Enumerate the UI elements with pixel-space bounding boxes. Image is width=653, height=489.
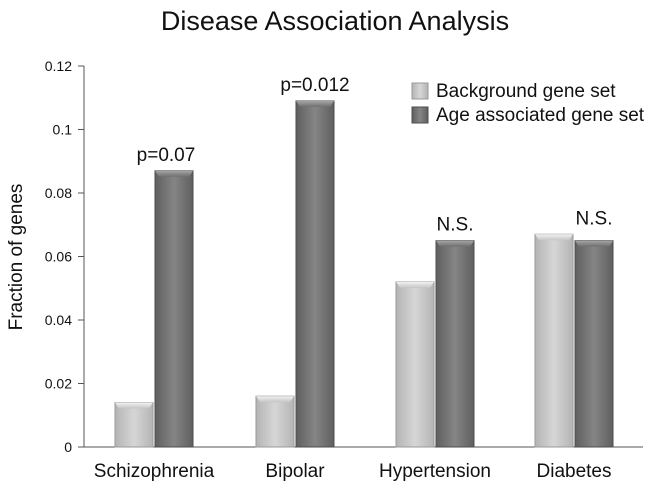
y-tick-label: 0.08 [45, 185, 72, 201]
bar-age-associated-schizophrenia [154, 170, 194, 448]
category-label-bipolar: Bipolar [265, 461, 325, 482]
y-ticks: 0 0.02 0.04 0.06 0.08 0.1 0.12 [45, 58, 84, 455]
legend: Background gene set Age associated gene s… [411, 81, 645, 126]
category-label-hypertension: Hypertension [379, 461, 491, 482]
bars [114, 100, 614, 448]
y-tick-label: 0 [64, 439, 72, 455]
bar-age-associated-diabetes [574, 240, 614, 448]
y-tick-label: 0.12 [45, 58, 72, 74]
category-label-schizophrenia: Schizophrenia [94, 461, 215, 482]
bar-age-associated-hypertension [435, 240, 475, 448]
y-tick-label: 0.1 [53, 122, 73, 138]
bar-background-schizophrenia [114, 402, 154, 448]
bar-background-diabetes [534, 233, 574, 448]
category-labels: Schizophrenia Bipolar Hypertension Diabetes [94, 461, 612, 482]
bar-background-hypertension [395, 281, 435, 448]
legend-swatch [411, 82, 429, 100]
y-tick-label: 0.06 [45, 249, 72, 265]
annotations: p=0.07 p=0.012 N.S. N.S. [137, 75, 613, 236]
legend-swatch [411, 106, 429, 124]
legend-item-age-associated: Age associated gene set [411, 105, 645, 126]
p-value-annotation: N.S. [576, 208, 613, 229]
p-value-annotation: p=0.07 [137, 145, 196, 166]
legend-item-background: Background gene set [411, 81, 616, 102]
y-tick-label: 0.04 [45, 312, 72, 328]
y-axis-label: Fraction of genes [6, 184, 27, 331]
legend-label: Background gene set [436, 81, 616, 102]
bar-age-associated-bipolar [295, 100, 335, 448]
bar-background-bipolar [255, 395, 295, 448]
y-tick-label: 0.02 [45, 376, 72, 392]
category-label-diabetes: Diabetes [537, 461, 612, 482]
legend-label: Age associated gene set [436, 105, 645, 126]
p-value-annotation: p=0.012 [280, 75, 349, 96]
p-value-annotation: N.S. [437, 215, 474, 236]
chart-title: Disease Association Analysis [161, 6, 509, 36]
